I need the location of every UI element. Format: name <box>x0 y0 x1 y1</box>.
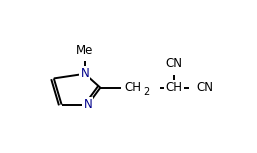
Text: N: N <box>80 67 89 80</box>
Text: 2: 2 <box>144 86 150 97</box>
Text: CH: CH <box>124 81 141 94</box>
Text: CN: CN <box>196 81 214 94</box>
Text: CH: CH <box>166 81 182 94</box>
Text: CN: CN <box>166 56 182 69</box>
Text: N: N <box>84 98 92 111</box>
Text: Me: Me <box>76 44 94 57</box>
